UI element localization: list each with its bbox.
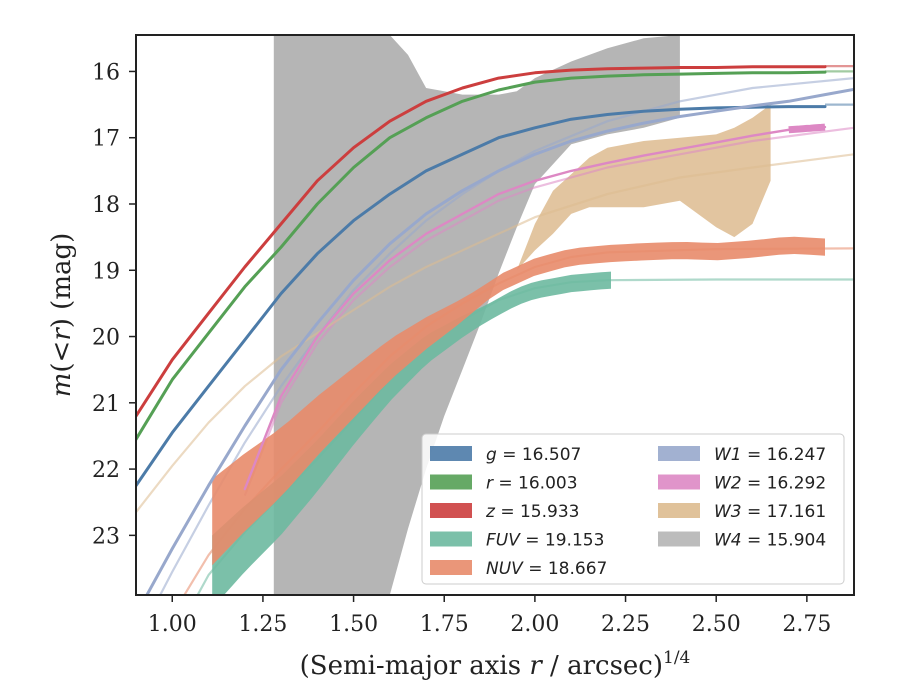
- legend-item-g: g = 16.507: [430, 445, 581, 465]
- x-tick-label: 1.50: [329, 612, 378, 637]
- legend-swatch: [430, 503, 472, 518]
- x-tick-label: 2.25: [601, 612, 650, 637]
- legend-swatch: [658, 503, 700, 518]
- series-w2-band: [788, 123, 826, 134]
- legend-item-w4: W4 = 15.904: [658, 531, 826, 551]
- legend-swatch: [430, 531, 472, 547]
- series-g-line: [136, 105, 827, 488]
- legend-label: g = 16.507: [486, 445, 581, 465]
- legend-item-nuv: NUV = 18.667: [430, 559, 607, 579]
- y-tick-label: 21: [92, 392, 120, 417]
- legend-label: W3 = 17.161: [714, 502, 826, 522]
- x-tick-label: 2.75: [782, 612, 831, 637]
- legend-label: W4 = 15.904: [714, 531, 826, 551]
- legend-label: NUV = 18.667: [486, 559, 607, 579]
- y-tick-label: 17: [92, 127, 120, 152]
- x-tick-label: 2.50: [692, 612, 741, 637]
- y-axis-ticks: 16 17 18 19 20 21 22 23: [92, 60, 136, 549]
- legend-item-r: r = 16.003: [430, 474, 578, 494]
- legend-swatch: [430, 474, 472, 490]
- series-lines: [136, 65, 854, 595]
- y-tick-label: 22: [92, 458, 120, 483]
- legend-swatch: [658, 531, 700, 547]
- series-r-line: [136, 70, 827, 441]
- model-curve-w2: [243, 126, 854, 497]
- plot-frame: [135, 34, 855, 596]
- legend-item-z: z = 15.933: [430, 502, 579, 522]
- legend-swatch: [658, 446, 700, 461]
- legend-label: FUV = 19.153: [486, 531, 604, 551]
- x-tick-label: 1.75: [420, 612, 469, 637]
- series-z-line: [136, 65, 827, 418]
- series-fuv-band: [212, 271, 611, 595]
- series-nuv-band: [212, 236, 825, 566]
- model-curve-w3: [136, 153, 854, 513]
- x-axis-label: (Semi-major axis r / arcsec)1/4: [300, 648, 691, 681]
- legend-item-w1: W1 = 16.247: [658, 445, 826, 465]
- y-tick-label: 18: [92, 193, 120, 218]
- series-w2-line: [243, 125, 827, 491]
- y-axis-label: m(<r) (mag): [47, 233, 77, 398]
- legend: g = 16.507 r = 16.003 z = 15.933 FUV = 19.1…: [421, 433, 845, 585]
- legend-label: W1 = 16.247: [714, 445, 826, 465]
- series-w1-line: [145, 87, 854, 595]
- y-tick-label: 23: [92, 524, 120, 549]
- y-tick-label: 20: [92, 326, 120, 351]
- legend-swatch: [658, 474, 700, 490]
- legend-item-fuv: FUV = 19.153: [430, 531, 604, 551]
- y-tick-label: 19: [92, 259, 120, 284]
- legend-item-w3: W3 = 17.161: [658, 502, 826, 522]
- legend-box: [421, 433, 845, 585]
- legend-label: W2 = 16.292: [714, 474, 826, 494]
- legend-swatch: [430, 560, 472, 575]
- x-axis-ticks: 1.00 1.25 1.50 1.75 2.00 2.25 2.50 2.75: [148, 595, 831, 637]
- x-tick-label: 1.00: [148, 612, 197, 637]
- legend-swatch: [430, 446, 472, 461]
- x-tick-label: 2.00: [510, 612, 559, 637]
- y-tick-label: 16: [92, 60, 120, 85]
- legend-label: z = 15.933: [485, 502, 579, 522]
- legend-item-w2: W2 = 16.292: [658, 474, 826, 494]
- x-tick-label: 1.25: [238, 612, 287, 637]
- legend-label: r = 16.003: [486, 474, 578, 494]
- band-w3: [516, 104, 771, 271]
